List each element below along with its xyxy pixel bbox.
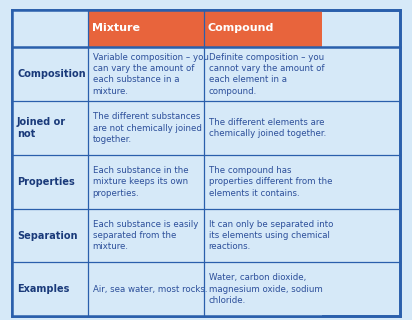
Text: The compound has
properties different from the
elements it contains.: The compound has properties different fr… bbox=[209, 166, 332, 198]
Bar bbox=[204, 10, 322, 47]
Bar bbox=[12, 155, 88, 209]
Bar bbox=[88, 10, 204, 47]
Text: Water, carbon dioxide,
magnesium oxide, sodium
chloride.: Water, carbon dioxide, magnesium oxide, … bbox=[209, 273, 323, 305]
Text: Separation: Separation bbox=[17, 230, 77, 241]
Text: Each substance is easily
separated from the
mixture.: Each substance is easily separated from … bbox=[93, 220, 198, 252]
Bar bbox=[12, 262, 88, 316]
Bar bbox=[204, 209, 322, 262]
Bar bbox=[88, 101, 204, 155]
Bar bbox=[12, 209, 88, 262]
Bar bbox=[88, 47, 204, 101]
Bar bbox=[12, 10, 88, 47]
Bar bbox=[204, 101, 322, 155]
Text: The different elements are
chemically joined together.: The different elements are chemically jo… bbox=[209, 118, 326, 138]
Bar bbox=[204, 262, 322, 316]
Text: The different substances
are not chemically joined
together.: The different substances are not chemica… bbox=[93, 112, 201, 144]
Text: Joined or
not: Joined or not bbox=[17, 116, 66, 140]
Text: Variable composition – you
can vary the amount of
each substance in a
mixture.: Variable composition – you can vary the … bbox=[93, 52, 208, 96]
Text: Mixture: Mixture bbox=[92, 23, 140, 34]
Bar bbox=[88, 262, 204, 316]
Bar bbox=[12, 101, 88, 155]
Text: Properties: Properties bbox=[17, 177, 75, 187]
Bar bbox=[88, 155, 204, 209]
Bar bbox=[12, 47, 88, 101]
Bar bbox=[204, 155, 322, 209]
Text: Examples: Examples bbox=[17, 284, 69, 294]
Bar bbox=[88, 209, 204, 262]
Text: Air, sea water, most rocks.: Air, sea water, most rocks. bbox=[93, 285, 207, 294]
Text: Each substance in the
mixture keeps its own
properties.: Each substance in the mixture keeps its … bbox=[93, 166, 188, 198]
Bar bbox=[204, 47, 322, 101]
Text: Compound: Compound bbox=[208, 23, 274, 34]
Text: It can only be separated into
its elements using chemical
reactions.: It can only be separated into its elemen… bbox=[209, 220, 333, 252]
Text: Composition: Composition bbox=[17, 69, 86, 79]
Text: Definite composition – you
cannot vary the amount of
each element in a
compound.: Definite composition – you cannot vary t… bbox=[209, 52, 324, 96]
